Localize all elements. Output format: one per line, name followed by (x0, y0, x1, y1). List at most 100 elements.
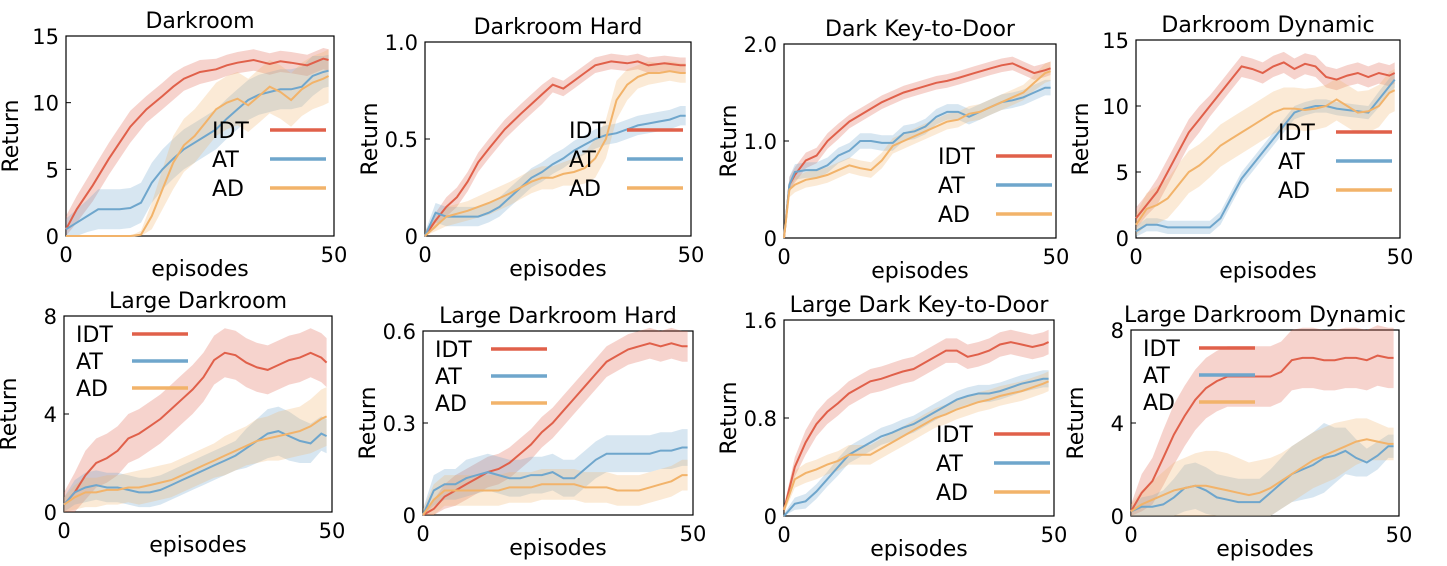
band-ad (1131, 418, 1394, 516)
band-ad (423, 459, 688, 515)
band-idt (423, 327, 688, 515)
y-tick-label: 0.6 (383, 320, 416, 344)
x-tick-label: 50 (1386, 523, 1413, 547)
series-line-idt (1130, 354, 1394, 512)
series-line-idt (783, 62, 1051, 239)
y-tick-label: 8 (44, 305, 57, 329)
series-line-at (1130, 445, 1394, 513)
series-line-idt (783, 341, 1050, 511)
axes-frame (1135, 39, 1401, 239)
legend-label-at: AT (1143, 364, 1170, 389)
y-tick-label: 8 (1111, 319, 1124, 343)
band-ad (64, 387, 327, 512)
legend-label-ad: AD (435, 392, 467, 417)
x-tick-label: 0 (59, 243, 72, 267)
y-axis-label: Return (358, 102, 383, 175)
band-at (425, 106, 686, 236)
panel-5: Large Darkroom 0 4 8 0 50 episodes Return IDTATA… (0, 289, 345, 558)
y-tick-label: 0 (403, 504, 416, 528)
legend-label-at: AT (936, 452, 963, 477)
chart-title: Large Dark Key-to-Door (790, 293, 1050, 318)
y-tick-label: 0 (46, 225, 59, 249)
legend-label-ad: AD (938, 203, 970, 228)
y-tick-label: 0 (44, 501, 57, 525)
y-tick-label: 10 (1102, 95, 1129, 119)
legend-label-idt: IDT (1143, 337, 1180, 362)
series-line-at (424, 114, 686, 237)
y-tick-label: 5 (46, 158, 59, 182)
series-line-ad (422, 474, 688, 516)
y-tick-label: 0.3 (383, 412, 416, 436)
series-line-ad (66, 75, 330, 237)
band-idt (784, 56, 1051, 238)
chart-title: Large Darkroom (109, 289, 287, 314)
legend-label-idt: IDT (435, 338, 472, 363)
band-idt (1136, 51, 1395, 229)
series-line-at (422, 446, 688, 516)
legend-label-at: AT (76, 350, 103, 375)
y-axis-label: Return (0, 377, 22, 450)
y-axis-label: Return (1064, 386, 1089, 459)
legend-label-ad: AD (1143, 391, 1175, 416)
series-line-ad (783, 380, 1050, 511)
legend-label-idt: IDT (569, 119, 606, 144)
y-axis-label: Return (717, 104, 742, 177)
band-idt (66, 48, 329, 236)
x-tick-label: 50 (1387, 245, 1414, 269)
y-tick-label: 0 (1116, 227, 1129, 251)
band-at (66, 54, 329, 237)
series-line-at (783, 86, 1051, 239)
x-tick-label: 0 (57, 519, 70, 543)
y-tick-label: 0.8 (744, 407, 777, 431)
legend-label-at: AT (435, 365, 462, 390)
legend-label-ad: AD (212, 177, 244, 202)
legend-label-at: AT (212, 148, 239, 173)
y-axis-label: Return (1069, 102, 1094, 175)
band-idt (425, 53, 686, 236)
series-line-at (63, 430, 328, 506)
band-ad (784, 61, 1051, 238)
series-line-ad (63, 415, 328, 506)
band-ad (1136, 69, 1395, 236)
y-tick-label: 1.0 (385, 31, 418, 55)
chart-title: Darkroom Hard (474, 15, 643, 40)
chart-title: Darkroom (145, 9, 254, 34)
legend-label-at: AT (938, 174, 965, 199)
x-axis-label: episodes (149, 533, 247, 558)
band-at (1136, 71, 1395, 237)
panel-6: Large Darkroom Hard 0 0.3 0.6 0 50 episodes Ret… (356, 304, 706, 561)
y-tick-label: 0.5 (385, 128, 418, 152)
band-at (784, 79, 1051, 239)
chart-title: Darkroom Dynamic (1161, 13, 1374, 38)
x-axis-label: episodes (509, 257, 607, 282)
series-line-ad (1130, 438, 1394, 513)
y-tick-label: 0 (1111, 505, 1124, 529)
y-tick-label: 0 (405, 225, 418, 249)
y-tick-label: 2.0 (744, 33, 777, 57)
legend-label-at: AT (1278, 150, 1305, 175)
band-at (784, 370, 1049, 516)
panel-2: Darkroom Hard 0 0.5 1.0 0 50 episodes Return IDT… (358, 15, 704, 282)
x-axis-label: episodes (871, 259, 969, 284)
series-line-ad (1135, 89, 1396, 226)
series-line-idt (424, 60, 686, 237)
series-line-ad (424, 70, 686, 237)
legend-label-ad: AD (76, 377, 108, 402)
y-tick-label: 1.0 (744, 130, 777, 154)
panel-4: Darkroom Dynamic 0 5 10 15 0 50 episodes Return I… (1069, 13, 1413, 284)
series-line-at (783, 377, 1049, 517)
x-tick-label: 0 (416, 522, 429, 546)
chart-title: Large Darkroom Dynamic (1124, 303, 1406, 328)
axes-frame (65, 35, 335, 237)
legend-label-ad: AD (936, 481, 968, 506)
x-axis-label: episodes (1216, 537, 1314, 562)
band-at (423, 429, 688, 515)
legend-label-at: AT (569, 148, 596, 173)
x-tick-label: 0 (777, 523, 790, 547)
series-line-idt (63, 351, 328, 506)
x-tick-label: 0 (1129, 245, 1142, 269)
y-tick-label: 0 (764, 227, 777, 251)
y-tick-label: 15 (1102, 29, 1129, 53)
x-tick-label: 50 (321, 243, 348, 267)
